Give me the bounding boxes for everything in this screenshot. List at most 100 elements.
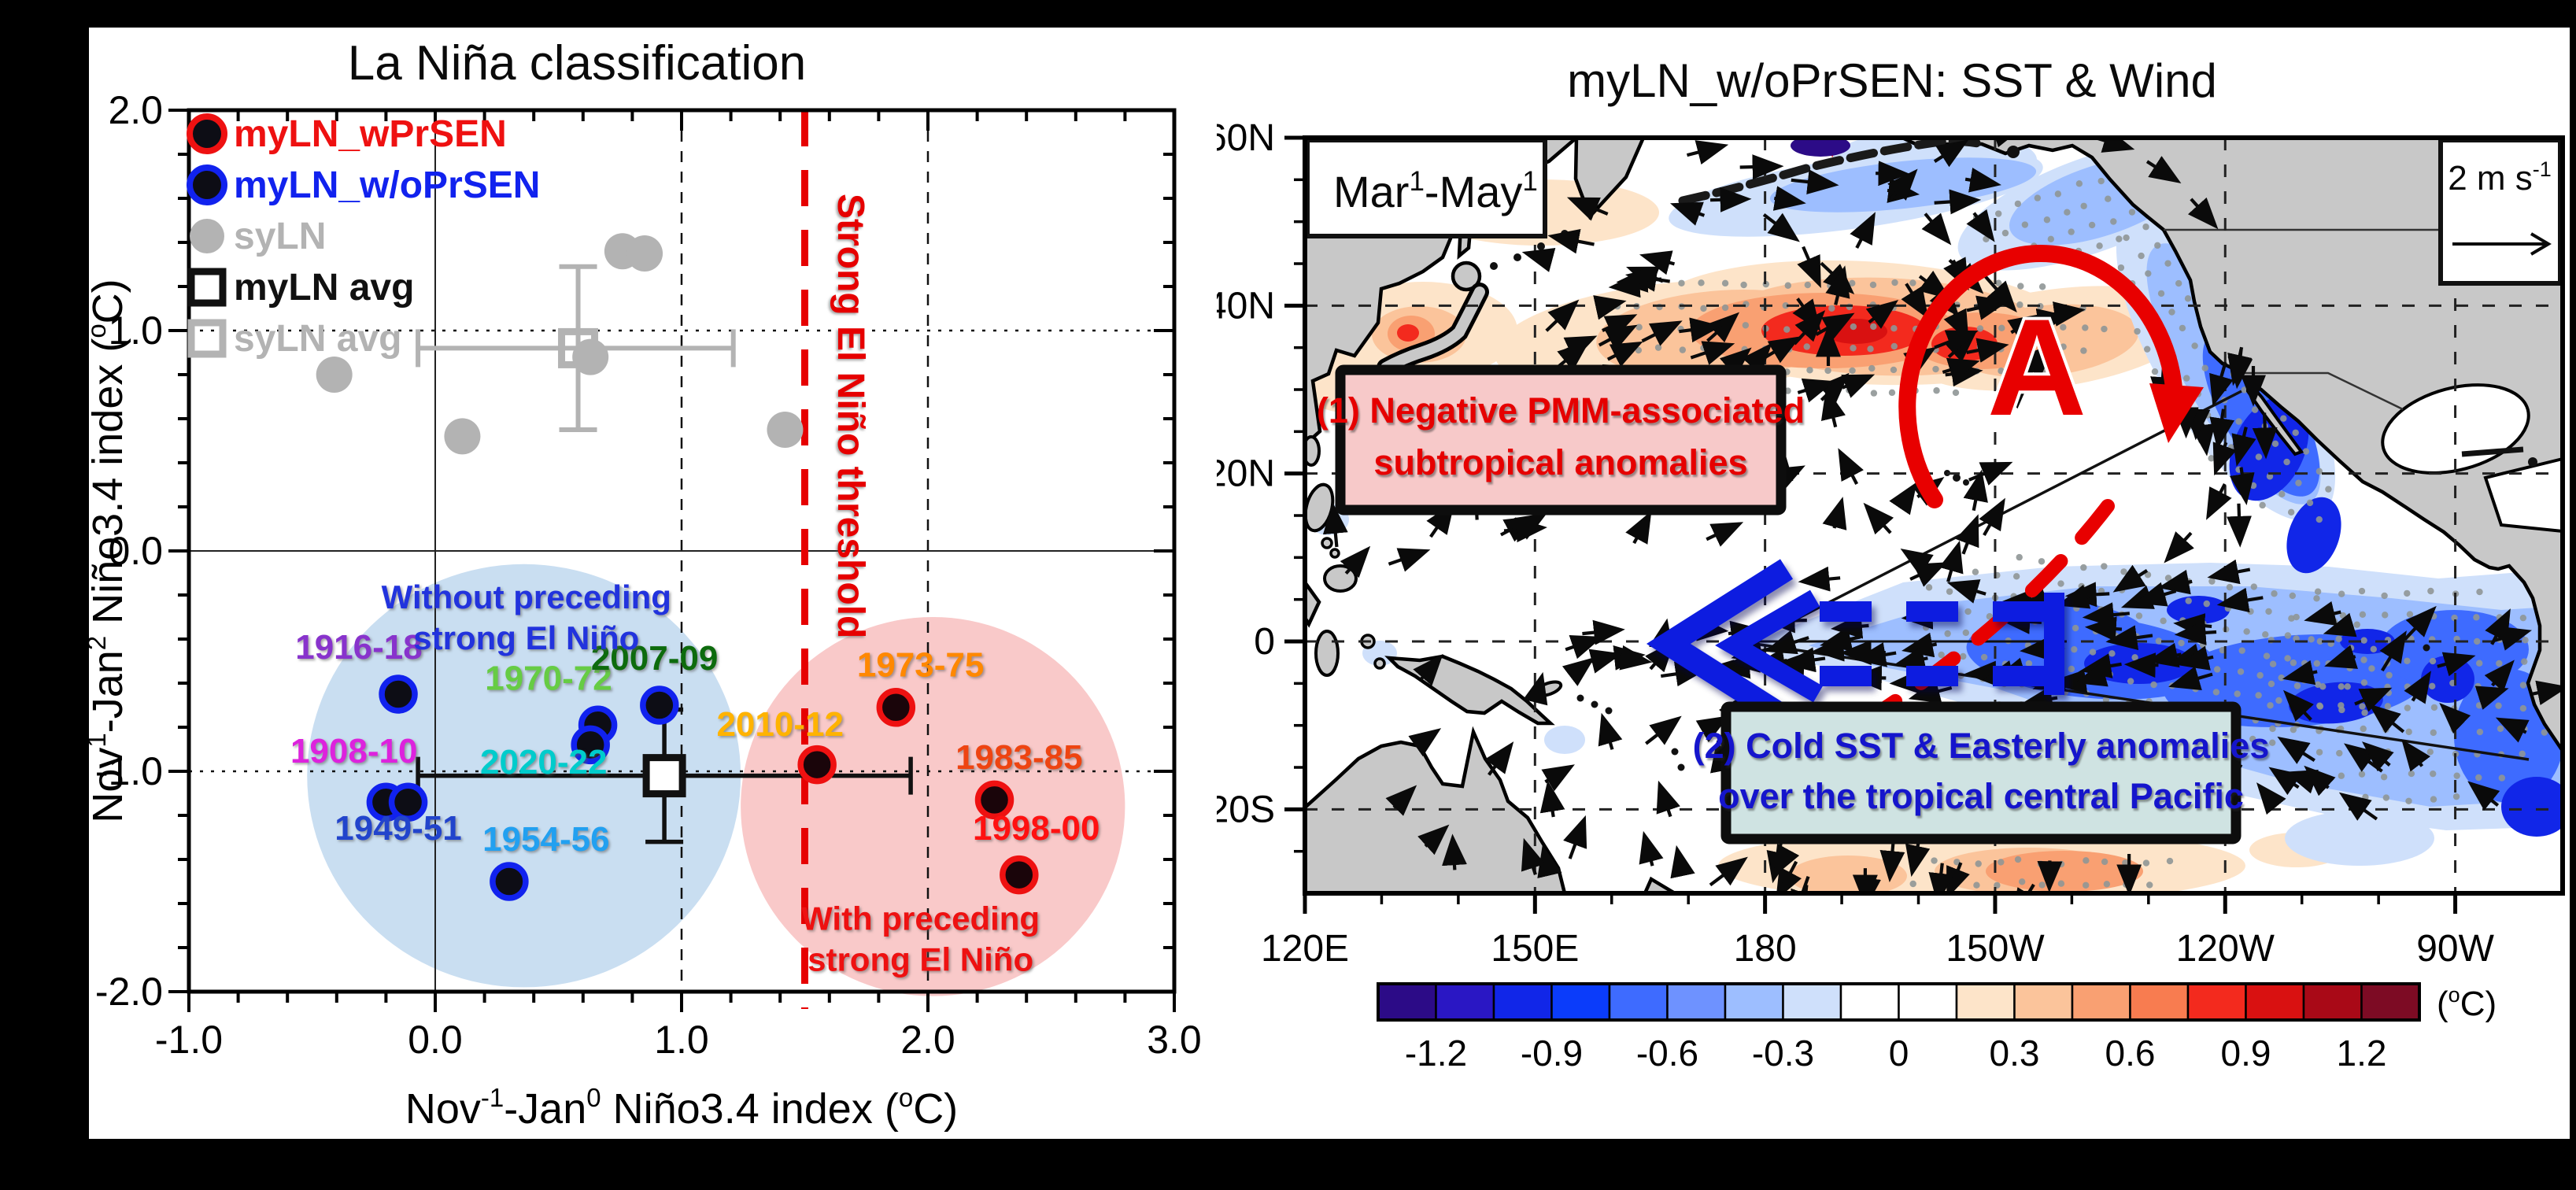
svg-text:1.0: 1.0 (108, 309, 163, 353)
svg-text:40N: 40N (1217, 285, 1275, 327)
svg-text:120W: 120W (2176, 928, 2275, 970)
annotation-box-2: (2) Cold SST & Easterly anomalies over t… (1693, 701, 2270, 844)
colorbar-cell (1839, 982, 1900, 1022)
legend-label-4: syLN avg (234, 318, 401, 360)
colorbar-cell (2245, 982, 2305, 1022)
point-label-1998-00: 1998-00 (973, 809, 1100, 848)
legend-label-0: myLN_wPrSEN (234, 113, 507, 155)
anticyclone-A-label: A (1987, 291, 2086, 445)
data-point-1973-75 (876, 688, 916, 727)
data-point (626, 235, 663, 272)
legend-marker-2 (190, 219, 224, 253)
colorbar-unit: (oC) (2437, 983, 2497, 1023)
x-axis-title: Nov-1-Jan0 Niño3.4 index (oC) (405, 1083, 958, 1133)
svg-text:120E: 120E (1261, 928, 1349, 970)
data-point-1916-18 (379, 674, 418, 714)
data-point (572, 338, 609, 375)
scatter-legend: myLN_wPrSEN myLN_w/oPrSEN syLN myLN avg syLN… (187, 113, 540, 360)
legend-label-3: myLN avg (234, 267, 414, 309)
svg-text:20S: 20S (1217, 789, 1275, 830)
svg-text:150W: 150W (1946, 928, 2045, 970)
scatter-point-labels: 1916-18 1908-10 1949-51 1954-56 1970-72 2020-… (290, 628, 1100, 859)
svg-text:With preceding: With preceding (801, 900, 1040, 937)
easterly-anomaly-arrow (1646, 559, 2064, 732)
figure-canvas: La Niña classification Strong El Niño th… (89, 28, 2570, 1139)
data-point-1998-00 (1000, 855, 1039, 895)
data-point (444, 418, 481, 455)
svg-text:strong El Niño: strong El Niño (413, 619, 639, 656)
data-point-1983-85 (974, 780, 1015, 820)
map-axes: 60N 40N 20N 0 20S 120E 150E 180 150W 120W 90W (1217, 117, 2495, 970)
data-point-2007-09 (640, 686, 679, 725)
wind-scale-arrow (2452, 232, 2552, 256)
point-label-1970-72: 1970-72 (485, 659, 612, 697)
svg-text:Mar1-May1: Mar1-May1 (1333, 166, 1538, 216)
anticyclone-circulation: A (1782, 245, 2204, 774)
average-marker-myLN-avg (416, 707, 913, 844)
svg-text:2 m s-1: 2 m s-1 (2448, 157, 2552, 198)
data-point (767, 412, 804, 448)
colorbar-cell (2129, 982, 2190, 1022)
scatter-points-syLN (316, 233, 804, 455)
scatter-main: Strong El Niño threshold1916-181908-1019… (89, 88, 1202, 1133)
legend-marker-3 (187, 268, 227, 307)
colorbar-cell (1782, 982, 1842, 1022)
wind-scale-box: 2 m s-1 (2438, 138, 2563, 286)
svg-text:180: 180 (1734, 928, 1797, 970)
land-masses (1305, 138, 2563, 893)
colorbar-label: 0 (1889, 1033, 1909, 1074)
legend-label-1: myLN_w/oPrSEN (234, 164, 540, 206)
colorbar-cell (2302, 982, 2363, 1022)
colorbar-label: -0.3 (1752, 1033, 1814, 1074)
colorbar-label: 0.3 (1990, 1033, 2040, 1074)
colorbar-cell (2186, 982, 2247, 1022)
colorbar-label: -0.9 (1521, 1033, 1583, 1074)
period-label-box: Mar1-May1 (1305, 138, 1547, 238)
scatter-points-myLN-wPrSEN (797, 688, 1039, 895)
colorbar-cell (1724, 982, 1784, 1022)
map-plot-area: A (1) Negative PMM-associated subtropica… (1217, 117, 2565, 970)
svg-text:strong El Niño: strong El Niño (808, 941, 1033, 978)
colorbar-label: 0.9 (2221, 1033, 2271, 1074)
svg-text:3.0: 3.0 (1147, 1018, 1202, 1062)
point-label-1916-18: 1916-18 (295, 628, 422, 667)
pmm-dashed-arrow (1782, 499, 2115, 774)
point-label-2007-09: 2007-09 (591, 639, 718, 678)
scatter-title: La Niña classification (348, 36, 806, 91)
region-label-without-preceding: Without preceding strong El Niño (382, 578, 671, 656)
point-label-1949-51: 1949-51 (334, 809, 461, 848)
point-label-1983-85: 1983-85 (955, 738, 1082, 777)
data-point-2010-12 (797, 745, 837, 785)
annotation-1-line-2: subtropical anomalies (1373, 442, 1747, 482)
point-label-1954-56: 1954-56 (482, 820, 609, 859)
scatter-points-myLN-w-oPrSEN (366, 674, 679, 901)
colorbar-cell (1550, 982, 1611, 1022)
data-point-1949-51 (388, 782, 428, 822)
colorbar-cell (1955, 982, 2016, 1022)
svg-text:2.0: 2.0 (900, 1018, 955, 1062)
legend-marker-4 (187, 319, 227, 358)
point-label-2020-22: 2020-22 (480, 743, 607, 782)
svg-text:2.0: 2.0 (108, 88, 163, 132)
svg-text:1.0: 1.0 (654, 1018, 709, 1062)
annotation-box-1: (1) Negative PMM-associated subtropical … (1317, 364, 1805, 516)
region-label-with-preceding: With preceding strong El Niño (801, 900, 1040, 978)
data-point (316, 357, 353, 393)
colorbar-label: -1.2 (1405, 1033, 1467, 1074)
colorbar-cell (1435, 982, 1495, 1022)
map-title: myLN_w/oPrSEN: SST & Wind (1567, 54, 2217, 107)
colorbar-cell (2071, 982, 2131, 1022)
colorbar-cell (1898, 982, 1958, 1022)
annotation-2-line-2: over the tropical central Pacific (1718, 776, 2244, 816)
scatter-ticks (168, 109, 1176, 1012)
legend-marker-0 (187, 113, 227, 154)
legend-label-2: syLN (234, 216, 326, 257)
svg-text:150E: 150E (1491, 928, 1579, 970)
data-point-2020-22 (571, 725, 610, 765)
colorbar-label: 1.2 (2337, 1033, 2387, 1074)
legend-marker-1 (187, 164, 227, 205)
colorbar-label: -0.6 (1636, 1033, 1698, 1074)
svg-text:-1.0: -1.0 (95, 749, 163, 793)
annotation-2-line-1: (2) Cold SST & Easterly anomalies (1693, 726, 2270, 766)
svg-text:90W: 90W (2416, 928, 2494, 970)
